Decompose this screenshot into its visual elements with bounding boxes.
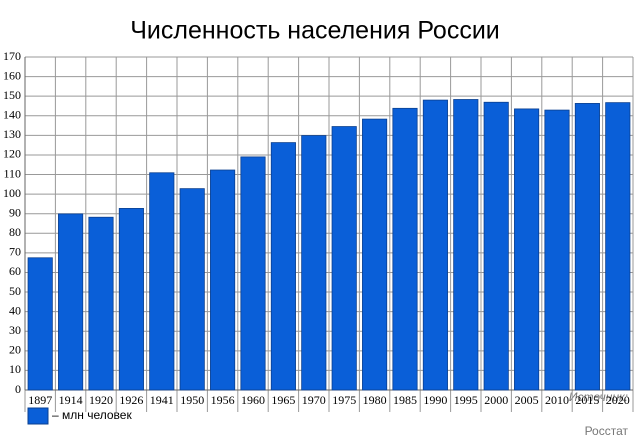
x-tick-label: 2015: [575, 393, 599, 407]
y-tick-label: 80: [9, 225, 21, 239]
legend-label: – млн человек: [52, 408, 132, 422]
x-tick-label: 1975: [332, 393, 356, 407]
x-tick-label: 2020: [606, 393, 630, 407]
y-tick-label: 120: [3, 147, 21, 161]
x-tick-label: 1985: [393, 393, 417, 407]
x-tick-label: 1920: [89, 393, 113, 407]
y-tick-label: 150: [3, 88, 21, 102]
bar: [544, 109, 570, 391]
y-tick-label: 50: [9, 284, 21, 298]
bar: [118, 208, 144, 391]
x-tick-label: 1897: [28, 393, 52, 407]
y-tick-label: 90: [9, 205, 21, 219]
bar: [453, 99, 479, 391]
x-tick-label: 1965: [271, 393, 295, 407]
x-tick-label: 1950: [180, 393, 204, 407]
y-tick-label: 140: [3, 108, 21, 122]
bar: [605, 102, 631, 391]
x-tick-label: 2010: [545, 393, 569, 407]
x-tick-label: 1970: [302, 393, 326, 407]
bar: [483, 101, 509, 391]
bar: [149, 172, 175, 391]
source-label: Источник:: [569, 390, 628, 404]
y-tick-label: 10: [9, 362, 21, 376]
x-tick-label: 1914: [59, 393, 83, 407]
y-tick-label: 160: [3, 68, 21, 82]
y-tick-label: 110: [3, 166, 21, 180]
y-tick-label: 30: [9, 323, 21, 337]
x-tick-label: 1926: [119, 393, 143, 407]
x-tick-label: 1956: [211, 393, 235, 407]
bar: [331, 126, 357, 391]
bar: [210, 169, 236, 391]
x-tick-label: 1941: [150, 393, 174, 407]
y-tick-label: 0: [15, 382, 21, 396]
y-tick-label: 60: [9, 264, 21, 278]
y-tick-label: 40: [9, 303, 21, 317]
chart-title: Численность населения России: [130, 17, 500, 45]
x-tick-label: 1980: [363, 393, 387, 407]
bar: [422, 99, 448, 391]
x-tick-label: 2005: [515, 393, 539, 407]
bar: [58, 213, 84, 391]
bar: [240, 156, 266, 391]
bar: [179, 188, 205, 391]
x-tick-label: 1960: [241, 393, 265, 407]
y-tick-label: 70: [9, 245, 21, 259]
y-tick-label: 170: [3, 49, 21, 63]
bar: [27, 257, 53, 391]
bar: [301, 135, 327, 391]
x-tick-label: 1990: [423, 393, 447, 407]
source: Росстат: [585, 424, 629, 438]
bar: [362, 118, 388, 391]
bar: [88, 216, 114, 391]
x-tick-label: 1995: [454, 393, 478, 407]
bar: [392, 107, 418, 391]
x-tick-label: 2000: [484, 393, 508, 407]
legend-swatch: [27, 407, 49, 425]
bar: [514, 108, 540, 391]
y-tick-label: 20: [9, 343, 21, 357]
y-tick-label: 100: [3, 186, 21, 200]
y-tick-label: 130: [3, 127, 21, 141]
bar: [574, 103, 600, 391]
bar: [270, 142, 296, 391]
